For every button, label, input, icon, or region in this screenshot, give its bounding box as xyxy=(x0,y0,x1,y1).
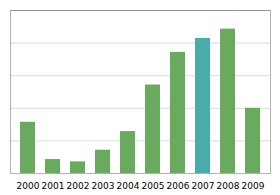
svg-text:2001: 2001 xyxy=(42,181,65,191)
svg-text:2004: 2004 xyxy=(117,181,140,191)
svg-text:2008: 2008 xyxy=(217,181,240,191)
svg-text:2007: 2007 xyxy=(192,181,215,191)
svg-text:2005: 2005 xyxy=(142,181,165,191)
svg-text:2009: 2009 xyxy=(242,181,265,191)
svg-text:2002: 2002 xyxy=(67,181,90,191)
svg-text:2006: 2006 xyxy=(167,181,190,191)
svg-text:2000: 2000 xyxy=(17,181,40,191)
svg-text:2003: 2003 xyxy=(92,181,115,191)
